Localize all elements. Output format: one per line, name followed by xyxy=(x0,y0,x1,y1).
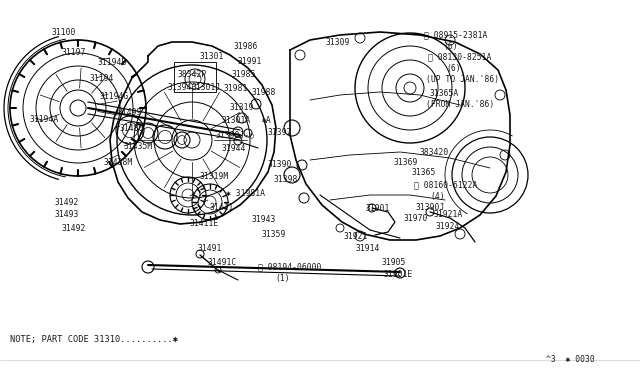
Text: 31986: 31986 xyxy=(234,42,259,51)
Text: 31365: 31365 xyxy=(412,168,436,177)
Text: 31197: 31197 xyxy=(62,48,86,57)
Text: (UP TO JAN.'86): (UP TO JAN.'86) xyxy=(426,75,499,84)
Text: 31194: 31194 xyxy=(90,74,115,83)
Text: 31905: 31905 xyxy=(382,258,406,267)
Text: 31390: 31390 xyxy=(268,160,292,169)
Text: 31491C: 31491C xyxy=(208,258,237,267)
Text: 31901: 31901 xyxy=(366,204,390,213)
Text: 31319M: 31319M xyxy=(200,172,229,181)
Text: 31359: 31359 xyxy=(262,230,286,239)
Text: 31301J: 31301J xyxy=(192,83,221,92)
Bar xyxy=(174,62,216,92)
Text: 31435M: 31435M xyxy=(124,142,153,151)
Text: 31394: 31394 xyxy=(168,83,193,92)
Text: ✱ 31981A: ✱ 31981A xyxy=(226,189,265,198)
Text: 31492: 31492 xyxy=(62,224,86,233)
Text: 383420: 383420 xyxy=(420,148,449,157)
Text: 31493: 31493 xyxy=(55,210,79,219)
Text: 31194G: 31194G xyxy=(100,92,129,101)
Text: 31981: 31981 xyxy=(224,84,248,93)
Text: 31944: 31944 xyxy=(222,144,246,153)
Text: 31390J-○: 31390J-○ xyxy=(216,130,255,139)
Text: 31921A: 31921A xyxy=(434,210,463,219)
Text: 31319: 31319 xyxy=(230,103,254,112)
Text: (1): (1) xyxy=(275,274,290,283)
Text: 31921: 31921 xyxy=(344,232,369,241)
Text: 31301A: 31301A xyxy=(222,116,252,125)
Text: 31924: 31924 xyxy=(436,222,460,231)
Text: 31365A: 31365A xyxy=(430,89,460,98)
Text: 31991: 31991 xyxy=(238,57,262,66)
Text: Ⓑ 08194-06000: Ⓑ 08194-06000 xyxy=(258,262,321,271)
Text: (6): (6) xyxy=(443,42,458,51)
Text: Ⓑ 08160-6122A: Ⓑ 08160-6122A xyxy=(414,180,477,189)
Text: 31398: 31398 xyxy=(274,175,298,184)
Text: 31943: 31943 xyxy=(252,215,276,224)
Text: ✱A: ✱A xyxy=(262,116,272,125)
Text: 31499: 31499 xyxy=(118,108,142,117)
Text: 31301: 31301 xyxy=(200,52,225,61)
Text: 31397: 31397 xyxy=(268,128,292,137)
Text: 31100: 31100 xyxy=(52,28,76,37)
Text: 38342P: 38342P xyxy=(178,70,207,79)
Text: (6): (6) xyxy=(446,64,461,73)
Text: 31985: 31985 xyxy=(232,70,257,79)
Text: 31491: 31491 xyxy=(198,244,222,253)
Text: 31480: 31480 xyxy=(120,124,145,133)
Text: 31194A: 31194A xyxy=(30,115,60,124)
Text: (FROM JAN.'86): (FROM JAN.'86) xyxy=(426,100,494,109)
Text: 31438M: 31438M xyxy=(104,158,133,167)
Text: Ⓑ 08130-8251A: Ⓑ 08130-8251A xyxy=(428,52,492,61)
Text: 31411: 31411 xyxy=(210,203,234,212)
Text: 31492: 31492 xyxy=(55,198,79,207)
Text: Ⓥ 08915-2381A: Ⓥ 08915-2381A xyxy=(424,30,488,39)
Text: 31369: 31369 xyxy=(394,158,419,167)
Text: 31914: 31914 xyxy=(356,244,380,253)
Text: (4): (4) xyxy=(430,192,445,201)
Text: NOTE; PART CODE 31310..........✱: NOTE; PART CODE 31310..........✱ xyxy=(10,335,178,344)
Text: 31988: 31988 xyxy=(252,88,276,97)
Text: 31309: 31309 xyxy=(326,38,350,47)
Text: 31901E: 31901E xyxy=(384,270,413,279)
Text: 31194B: 31194B xyxy=(98,58,127,67)
Text: 31390J: 31390J xyxy=(416,203,445,212)
Text: 31411E: 31411E xyxy=(190,219,220,228)
Text: 31970: 31970 xyxy=(404,214,428,223)
Text: ^3  ✱ 0030: ^3 ✱ 0030 xyxy=(547,355,595,364)
